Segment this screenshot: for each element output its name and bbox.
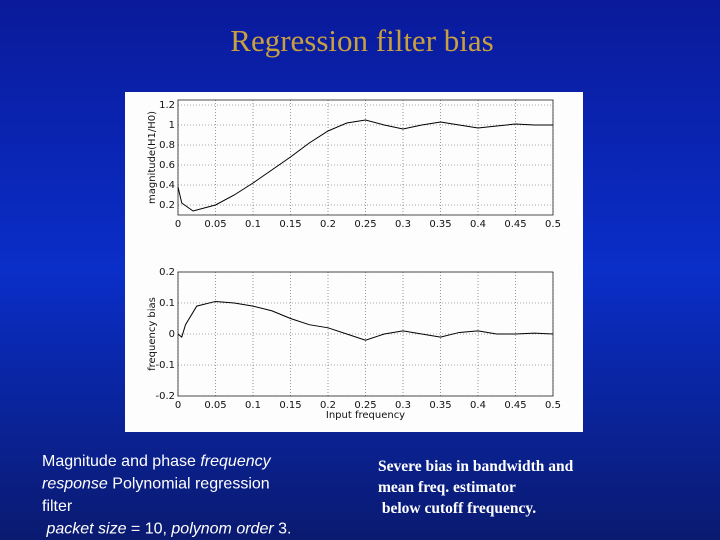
x-tick-label: 0.5 xyxy=(545,400,561,411)
data-line xyxy=(177,300,554,341)
caption-run: response xyxy=(42,476,108,493)
x-tick-label: 0.5 xyxy=(545,219,561,230)
y-tick-label: 1 xyxy=(169,120,175,131)
caption-run: packet size xyxy=(42,521,127,538)
x-tick-label: 0.3 xyxy=(395,219,411,230)
y-tick-label: 0.6 xyxy=(159,160,175,171)
x-tick-label: 0.4 xyxy=(470,400,486,411)
y-tick-label: -0.2 xyxy=(155,391,175,402)
x-tick-label: 0.15 xyxy=(279,400,301,411)
y-tick-label: 1.2 xyxy=(159,100,175,111)
caption-run: frequency xyxy=(200,453,271,470)
x-tick-label: 0.05 xyxy=(204,400,226,411)
x-tick-label: 0.2 xyxy=(320,400,336,411)
caption-left: Magnitude and phase frequency response Po… xyxy=(42,453,291,538)
y-tick-label: 0.2 xyxy=(159,267,175,278)
y-tick-label: 0.8 xyxy=(159,140,175,151)
x-tick-label: 0.45 xyxy=(504,400,526,411)
data-line xyxy=(177,119,553,212)
y-tick-label: -0.1 xyxy=(155,360,175,371)
x-tick-label: 0.25 xyxy=(354,219,376,230)
x-tick-label: 0 xyxy=(175,400,181,411)
x-tick-label: 0.1 xyxy=(245,400,261,411)
x-axis-label: Input frequency xyxy=(326,410,405,421)
figure-panel xyxy=(125,92,583,432)
x-tick-label: 0.2 xyxy=(320,219,336,230)
y-axis-label: frequency bias xyxy=(147,297,158,371)
caption-right: Severe bias in bandwidth and mean freq. e… xyxy=(378,458,574,517)
x-tick-label: 0 xyxy=(175,219,181,230)
x-tick-label: 0.25 xyxy=(354,400,376,411)
x-tick-label: 0.45 xyxy=(504,219,526,230)
caption-line: mean freq. estimator xyxy=(378,479,516,496)
charts: 0.2 0.4 0.6 0.8 1 1.2 0 0.05 0.1 0.15 0.2 0.25 0.3 0.… xyxy=(147,99,561,421)
x-tick-label: 0.35 xyxy=(429,400,451,411)
caption-line: Severe bias in bandwidth and xyxy=(378,458,574,475)
x-tick-label: 0.4 xyxy=(470,219,486,230)
y-tick-label: 0.2 xyxy=(159,200,175,211)
x-tick-label: 0.05 xyxy=(204,219,226,230)
x-tick-label: 0.3 xyxy=(395,400,411,411)
caption-run: = 10, xyxy=(126,521,171,538)
y-tick-label: 0.1 xyxy=(159,298,175,309)
caption-run: Magnitude and phase xyxy=(42,453,200,470)
x-tick-label: 0.35 xyxy=(429,219,451,230)
x-tick-label: 0.15 xyxy=(279,219,301,230)
slide-title: Regression filter bias xyxy=(230,23,493,58)
y-tick-label: 0 xyxy=(169,329,175,340)
caption-line: below cutoff frequency. xyxy=(378,500,536,517)
caption-run: filter xyxy=(42,498,73,515)
y-tick-label: 0.4 xyxy=(159,180,175,191)
caption-run: polynom order xyxy=(170,521,274,538)
plot-frame xyxy=(177,99,554,216)
x-tick-label: 0.1 xyxy=(245,219,261,230)
y-axis-label: magnitude(H1/H0) xyxy=(147,111,158,204)
caption-run: 3. xyxy=(274,521,292,538)
caption-run: Polynomial regression xyxy=(108,476,270,493)
